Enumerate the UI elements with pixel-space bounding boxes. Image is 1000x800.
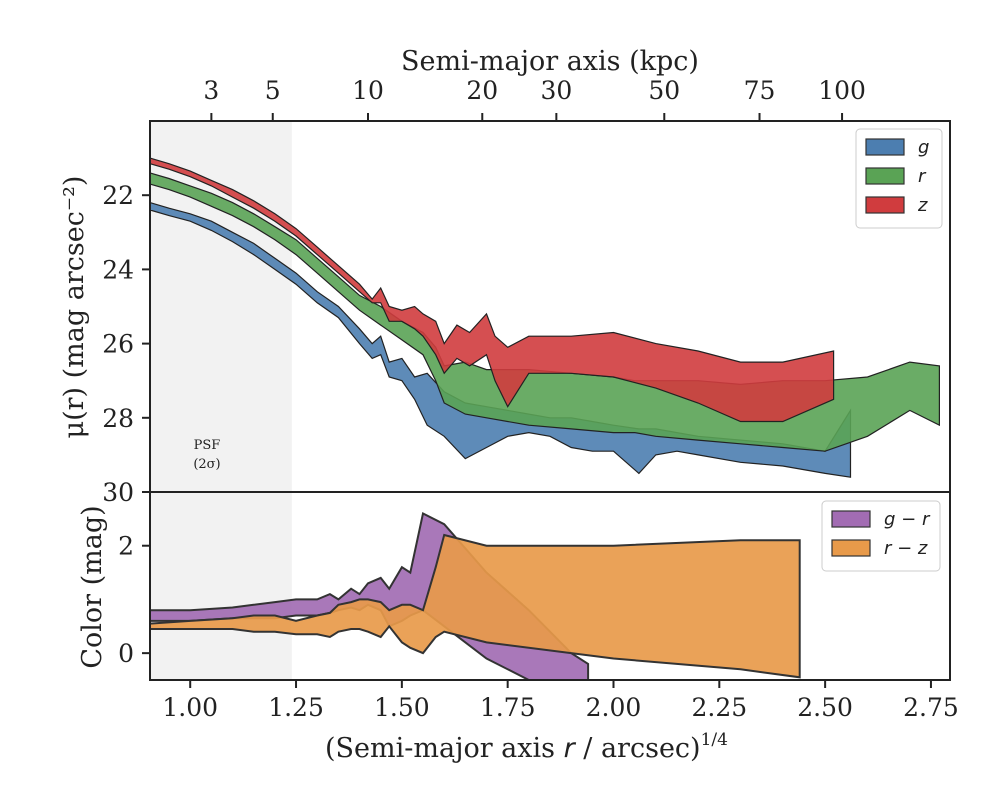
top-tick-label: 3 bbox=[203, 76, 219, 105]
g-minus-r-legend-label: g − r bbox=[884, 509, 931, 530]
top-axis-title: Semi-major axis (kpc) bbox=[401, 46, 699, 77]
r-minus-z-swatch bbox=[831, 539, 871, 557]
x-tick-label: 1.25 bbox=[268, 693, 324, 722]
band-r bbox=[149, 172, 940, 452]
x-tick-label: 2.75 bbox=[903, 693, 959, 722]
z-swatch bbox=[865, 196, 905, 214]
psf-label: PSF bbox=[194, 438, 221, 453]
y-tick-label: 24 bbox=[102, 255, 134, 284]
x-tick-label: 1.00 bbox=[162, 693, 218, 722]
top-tick-label: 50 bbox=[648, 76, 680, 105]
x-tick-label: 1.75 bbox=[480, 693, 536, 722]
color-y-tick-label: 2 bbox=[118, 532, 134, 561]
top-tick-label: 20 bbox=[466, 76, 498, 105]
z-legend-label: z bbox=[917, 195, 928, 216]
r-legend-label: r bbox=[918, 166, 927, 187]
r-swatch bbox=[865, 167, 905, 185]
surface-brightness-legend: grz bbox=[855, 128, 943, 229]
y-tick-label: 22 bbox=[102, 181, 134, 210]
top-tick-label: 30 bbox=[540, 76, 572, 105]
x-tick-label: 2.25 bbox=[691, 693, 747, 722]
g-legend-label: g bbox=[918, 137, 929, 158]
y-tick-label: 26 bbox=[102, 330, 134, 359]
color-legend: g − r r − z bbox=[821, 500, 941, 572]
band-z bbox=[149, 157, 835, 423]
top-tick-label: 75 bbox=[744, 76, 776, 105]
bottom-axis-title: (Semi-major axis r / arcsec)1/4 bbox=[325, 730, 728, 764]
top-tick-label: 100 bbox=[818, 76, 866, 105]
surface-brightness-y-ticks: 22 24 26 28 30 bbox=[102, 181, 150, 507]
color-y-ticks: 02 bbox=[118, 532, 150, 668]
surface-brightness-bands bbox=[149, 157, 940, 478]
g-swatch bbox=[865, 138, 905, 156]
psf-sigma-label: (2σ) bbox=[193, 457, 220, 472]
y-tick-label: 30 bbox=[102, 478, 134, 507]
color-y-tick-label: 0 bbox=[118, 639, 134, 668]
r-minus-z-legend-label: r − z bbox=[884, 538, 928, 559]
top-tick-label: 5 bbox=[265, 76, 281, 105]
color-axes bbox=[149, 491, 951, 681]
y-tick-label: 28 bbox=[102, 404, 134, 433]
psf-shaded-region-color-panel bbox=[150, 492, 292, 680]
band-r-minus-z bbox=[149, 533, 801, 679]
g-minus-r-swatch bbox=[831, 510, 871, 528]
top-tick-label: 10 bbox=[352, 76, 384, 105]
top-axis-ticks: 3 5 10 20 30 50 75 100 bbox=[203, 76, 866, 121]
surface-brightness-y-title: μ(r) (mag arcsec⁻²) bbox=[59, 176, 90, 439]
x-tick-label: 2.50 bbox=[797, 693, 853, 722]
x-tick-label: 2.00 bbox=[586, 693, 642, 722]
color-y-title: Color (mag) bbox=[77, 505, 108, 668]
x-tick-label: 1.50 bbox=[374, 693, 430, 722]
band-g bbox=[149, 201, 852, 478]
psf-shaded-region bbox=[150, 121, 292, 492]
bottom-axis-ticks: 1.00 1.25 1.50 1.75 2.00 2.25 2.50 2.75 bbox=[162, 680, 959, 722]
